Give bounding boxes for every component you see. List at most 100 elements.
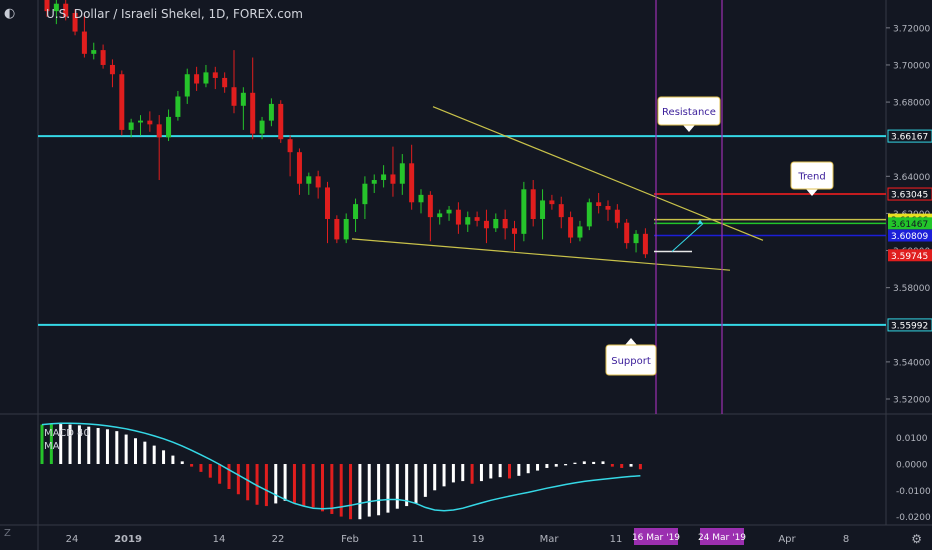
macd-tick-label: -0.0100 (896, 487, 931, 497)
price-label-box (887, 318, 932, 332)
candle-body (44, 0, 50, 12)
candle-body (325, 187, 330, 219)
candle-body (390, 174, 396, 184)
candle-body (530, 189, 536, 219)
price-label-box (887, 187, 932, 201)
chart-drawings (351, 0, 764, 414)
candle-body (250, 92, 256, 134)
macd-bar (517, 464, 521, 476)
candlestick-series (44, 0, 648, 258)
chart-axes: 3.720003.700003.680003.640003.620003.600… (66, 24, 932, 545)
callout-support: Support (605, 338, 657, 376)
macd-bar (601, 461, 605, 465)
candle-body (222, 77, 228, 88)
macd-bar (386, 464, 390, 513)
candle-body (315, 176, 321, 188)
price-tick-label: 3.54000 (893, 358, 930, 368)
candle-body (240, 92, 246, 106)
price-tick-label: 3.52000 (893, 396, 930, 406)
candle-body (642, 233, 648, 255)
macd-bar (105, 429, 109, 465)
macd-tick-label: -0.0200 (896, 513, 931, 523)
price-tick-label: 3.58000 (893, 284, 930, 294)
candle-body (184, 74, 190, 97)
candle-body (483, 220, 489, 229)
price-label-box (887, 129, 932, 143)
callout-text: Support (611, 356, 651, 367)
candle-body (296, 152, 302, 184)
macd-bar (321, 464, 324, 512)
candle-body (53, 3, 59, 12)
tradingview-logo-icon: ◐ (4, 6, 16, 21)
candle-body (166, 116, 172, 138)
horizontal-levels (38, 135, 886, 326)
candle-body (614, 209, 620, 223)
highlighted-date-box (634, 528, 678, 545)
gear-icon[interactable]: ⚙ (911, 532, 922, 546)
price-label-box (888, 249, 932, 262)
macd-bar (592, 461, 596, 465)
time-tick-label: Mar (540, 534, 560, 545)
candle-body (512, 228, 517, 234)
callout-box (657, 96, 721, 126)
candle-body (91, 50, 97, 54)
chart-title: U.S. Dollar / Israeli Shekel, 1D, FOREX.… (46, 7, 303, 21)
macd-bar (638, 464, 642, 470)
candle-body (371, 180, 377, 184)
macd-bar (180, 461, 184, 465)
macd-bar (629, 464, 633, 467)
macd-bar (395, 464, 399, 509)
macd-bar (358, 464, 362, 520)
price-tick-label: 3.64000 (893, 173, 930, 183)
macd-bar (190, 464, 194, 467)
macd-bar (479, 464, 483, 482)
macd-bar (143, 441, 147, 465)
macd-bar (620, 464, 624, 468)
macd-bar (274, 464, 278, 504)
candle-body (119, 74, 125, 130)
macd-bar (349, 464, 353, 520)
candle-body (63, 3, 69, 17)
macd-bar (246, 464, 250, 501)
candle-body (138, 120, 143, 123)
time-tick-label: 11 (412, 534, 425, 545)
candle-body (212, 72, 218, 78)
upper-trendline (432, 106, 764, 241)
time-tick-label: Apr (778, 534, 796, 545)
candle-body (381, 174, 387, 181)
candle-body (549, 200, 555, 205)
callout-text: Trend (797, 172, 825, 183)
candle-body (362, 183, 368, 205)
macd-bar (87, 426, 91, 465)
price-label-text: 3.55992 (891, 321, 928, 331)
macd-bar (610, 464, 614, 467)
callout-box (605, 344, 657, 376)
candle-body (100, 50, 106, 65)
price-label-text: 3.60809 (891, 232, 928, 242)
candle-body (418, 194, 424, 203)
macd-bar (442, 464, 446, 487)
price-label-box (888, 217, 932, 230)
macd-bar (339, 464, 343, 517)
macd-bar (68, 424, 72, 465)
macd-bar (311, 464, 315, 508)
macd-bar (199, 464, 203, 472)
macd-panel: MACD 40 MA (40, 422, 642, 520)
candle-body (175, 96, 181, 117)
timezone-label[interactable]: Z (4, 528, 11, 539)
macd-bar (59, 424, 63, 465)
macd-bar (582, 461, 586, 465)
callout-text: Resistance (662, 107, 716, 118)
candle-body (194, 74, 200, 84)
time-tick-label: 2019 (114, 534, 142, 545)
candle-body (231, 87, 237, 106)
candle-body (633, 233, 639, 244)
macd-bar (96, 427, 100, 465)
macd-bar (564, 464, 568, 466)
candle-body (437, 213, 443, 218)
candle-body (72, 12, 78, 32)
macd-bar (302, 464, 306, 507)
candle-body (474, 217, 480, 221)
